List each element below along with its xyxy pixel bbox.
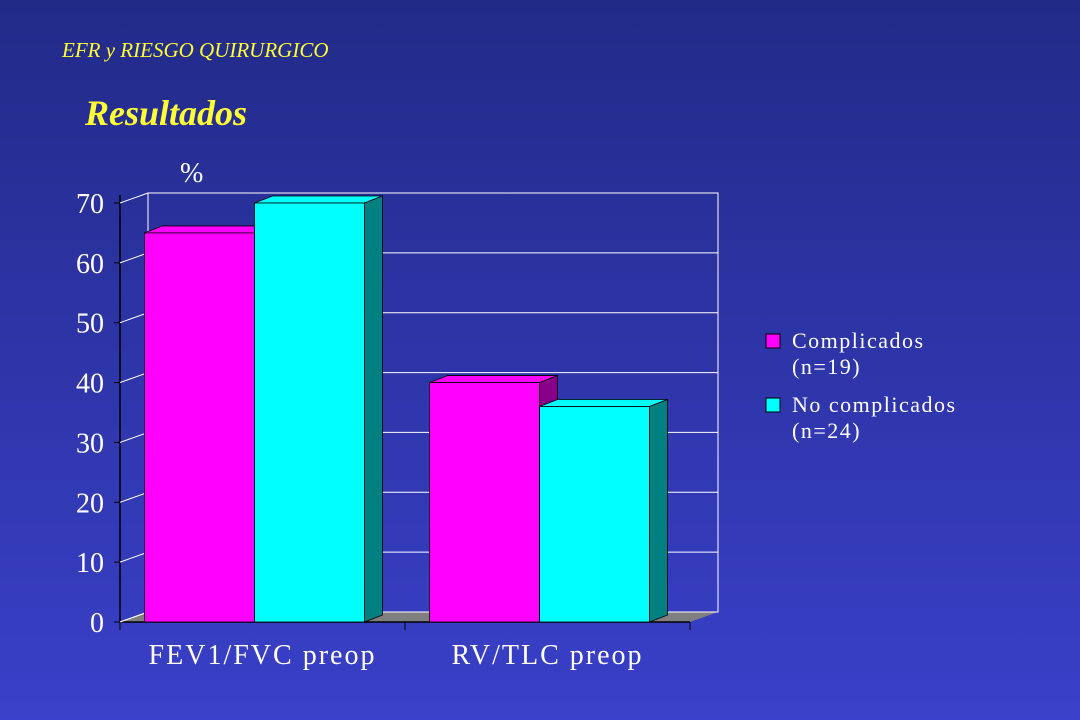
grid-slant [119,252,149,264]
chart-title: EFR y RIESGO QUIRURGICO [61,38,329,62]
bar [539,406,650,623]
bar-top [254,195,383,204]
grid-slant [119,491,149,503]
y-tick-label: 70 [76,189,104,220]
legend-swatch [765,333,781,349]
legend-label: Complicados (n=19) [792,328,925,379]
bar-top [429,375,558,383]
legend-label: No complicados (n=24) [792,392,957,443]
bar [429,382,540,623]
bar [144,232,255,623]
y-tick-label: 40 [76,369,104,400]
legend-swatch [765,397,781,413]
grid-slant [119,192,149,204]
bar [254,202,365,623]
y-tick-label: 30 [76,428,104,459]
y-tick-label: 50 [76,309,104,340]
grid-slant [119,312,149,324]
bar-side [649,398,668,623]
grid-slant [119,611,149,623]
grid-slant [119,372,149,384]
grid-slant [119,431,149,443]
y-axis-label: % [180,158,203,189]
bar-top [144,225,273,234]
y-tick-label: 60 [76,249,104,280]
grid-slant [119,551,149,563]
bar-side [364,195,383,623]
y-tick-label: 20 [76,488,104,519]
x-tick-label: RV/TLC preop [451,640,643,671]
x-tick-label: FEV1/FVC preop [149,640,377,671]
chart-subtitle: Resultados [84,93,247,133]
y-tick-label: 10 [76,548,104,579]
y-tick-label: 0 [90,608,104,639]
bar-top [539,399,668,407]
